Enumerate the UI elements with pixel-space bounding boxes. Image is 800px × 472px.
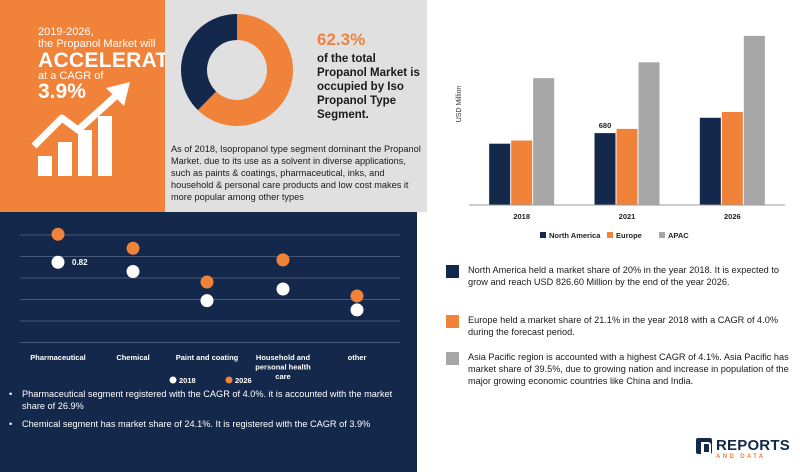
dot-legend-label: 2026 xyxy=(235,376,252,385)
dot-2018-pharmaceutical xyxy=(51,255,65,269)
dot-xtick-label: Paint and coating xyxy=(176,353,239,362)
region-swatch-europe xyxy=(446,315,459,328)
bar-apac-2018 xyxy=(533,78,555,205)
bar-series-group: 680 xyxy=(489,35,765,206)
dot-xtick-label: other xyxy=(348,353,367,362)
isopropanol-share-panel: 62.3% of the total Propanol Market is oc… xyxy=(165,0,427,212)
dot-chart-points: 0.82 xyxy=(51,227,364,317)
dot-legend-label: 2018 xyxy=(179,376,196,385)
bar-data-label: 680 xyxy=(599,121,612,130)
bar-chart-legend: North America Europe APAC xyxy=(540,231,689,240)
growth-arrow-icon xyxy=(31,82,130,176)
share-percent: 62.3% xyxy=(317,30,366,49)
bar-chart-xticks: 2018 2021 2026 xyxy=(513,212,740,221)
bar-north-america-2021 xyxy=(594,133,616,205)
bar-europe-2021 xyxy=(616,128,638,205)
region-note-text: Asia Pacific region is accounted with a … xyxy=(468,352,789,386)
region-swatch-apac xyxy=(446,352,459,365)
headline-panel: 2019-2026, the Propanol Market will ACCE… xyxy=(0,0,183,212)
regional-bar-chart: USD Million 680 2018 2021 2026 North Ameri… xyxy=(456,35,785,240)
legend-label: North America xyxy=(549,231,601,240)
region-note-text: North America held a market share of 20%… xyxy=(468,265,780,287)
bar-europe-2026 xyxy=(721,111,743,205)
logo-tag: AND DATA xyxy=(716,454,766,460)
dot-chart-xticks: Pharmaceutical Chemical Paint and coating H… xyxy=(30,353,366,381)
bar-north-america-2026 xyxy=(699,117,721,205)
bar-europe-2018 xyxy=(511,140,533,205)
dot-2018-other xyxy=(350,303,364,317)
dot-xtick-label: care xyxy=(275,372,290,381)
share-statement: of the total Propanol Market is occupied… xyxy=(317,53,420,121)
isopropanol-share-donut xyxy=(180,14,293,126)
headline-subject: the Propanol Market will xyxy=(38,38,156,50)
legend-swatch xyxy=(659,232,665,238)
share-description: As of 2018, Isopropanol type segment dom… xyxy=(171,144,421,202)
dot-xtick-label: Pharmaceutical xyxy=(30,353,85,362)
headline-cagr-label: at a CAGR of xyxy=(38,70,104,82)
legend-label: Europe xyxy=(616,231,642,240)
segment-note: Chemical segment has market share of 24.… xyxy=(8,418,413,430)
dot-chart-gridlines xyxy=(20,234,400,343)
headline-accelerate: ACCELERATE xyxy=(38,49,183,72)
segment-notes: Pharmaceutical segment registered with t… xyxy=(8,388,413,436)
bar-apac-2026 xyxy=(743,35,765,205)
logo-mark-icon xyxy=(696,438,712,454)
headline-years: 2019-2026, xyxy=(38,26,94,38)
region-note-text: Europe held a market share of 21.1% in t… xyxy=(468,315,778,337)
logo-name: REPORTS xyxy=(716,437,790,454)
dot-legend-swatch xyxy=(169,376,177,384)
dot-2026-chemical xyxy=(126,241,140,255)
dot-legend-swatch xyxy=(225,376,233,384)
donut-segment-isopropanol xyxy=(197,14,293,126)
donut-segment-other xyxy=(180,14,237,111)
dot-2026-pharmaceutical xyxy=(51,227,65,241)
legend-swatch xyxy=(607,232,613,238)
bar-north-america-2018 xyxy=(489,143,511,205)
dot-2026-household xyxy=(276,253,290,267)
dot-2018-paint xyxy=(200,294,214,308)
dot-2018-chemical xyxy=(126,265,140,279)
dot-2018-household xyxy=(276,282,290,296)
bar-xtick-label: 2018 xyxy=(513,212,530,221)
bar-apac-2021 xyxy=(638,62,660,206)
reports-and-data-logo: REPORTS AND DATA xyxy=(696,436,796,466)
dot-xtick-label: Chemical xyxy=(116,353,149,362)
dot-2026-paint xyxy=(200,275,214,289)
region-swatch-north-america xyxy=(446,265,459,278)
segment-dot-chart: 0.82 Pharmaceutical Chemical Paint and coa… xyxy=(20,227,400,385)
legend-label: APAC xyxy=(668,231,689,240)
headline-cagr-value: 3.9% xyxy=(38,80,86,103)
dot-xtick-label: personal health xyxy=(255,363,311,372)
dot-xtick-label: Household and xyxy=(256,353,311,362)
segment-note: Pharmaceutical segment registered with t… xyxy=(8,388,413,412)
bar-xtick-label: 2021 xyxy=(619,212,636,221)
dot-2026-other xyxy=(350,289,364,303)
legend-swatch xyxy=(540,232,546,238)
bar-xtick-label: 2026 xyxy=(724,212,741,221)
dot-data-label: 0.82 xyxy=(72,258,88,267)
bar-chart-ylabel: USD Million xyxy=(456,86,463,123)
dot-chart-legend: 2018 2026 xyxy=(169,376,252,385)
